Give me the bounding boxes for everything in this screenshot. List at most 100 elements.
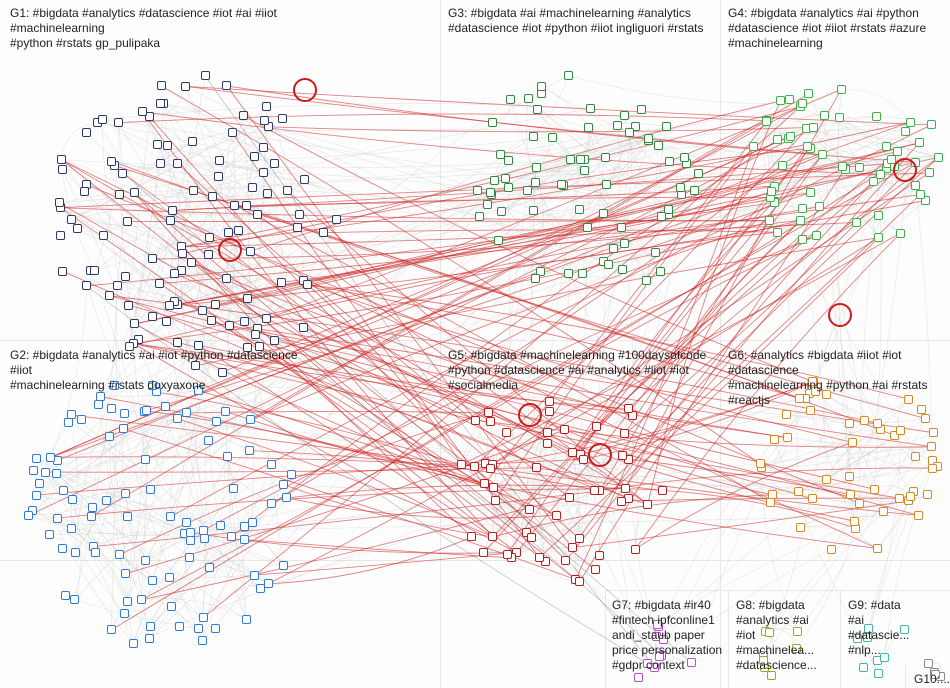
network-node [529,132,538,141]
network-node [906,118,915,127]
network-node [115,550,124,559]
network-node [532,463,541,472]
network-node [168,206,177,215]
network-node [575,577,584,586]
network-node [53,514,62,523]
network-node [620,429,629,438]
network-node [243,294,252,303]
network-node [211,624,220,633]
network-node [934,153,943,162]
network-node [583,223,592,232]
network-node [246,247,255,256]
network-node [138,107,147,116]
network-node [818,150,827,159]
network-node [303,280,312,289]
network-node [105,291,114,300]
network-node [502,428,511,437]
network-node [82,281,91,290]
network-node [242,615,251,624]
network-node [765,216,774,225]
network-node [161,402,170,411]
hub-marker [828,303,852,327]
network-node [838,162,847,171]
network-node [496,150,505,159]
network-node [113,281,122,290]
network-node [188,137,197,146]
network-node [199,613,208,622]
network-node [845,419,854,428]
network-node [141,455,150,464]
network-node [332,215,341,224]
network-node [820,111,829,120]
network-node [873,544,882,553]
network-node [293,223,302,232]
network-node [845,472,854,481]
network-node [925,168,934,177]
network-node [222,81,231,90]
group-label-g10: G10:... [910,670,950,688]
network-node [654,141,663,150]
network-node [146,622,155,631]
network-node [537,82,546,91]
network-node [557,180,566,189]
network-node [170,269,179,278]
network-node [773,135,782,144]
group-label-g5: G5: #bigdata #machinelearning #100daysof… [444,346,710,395]
network-node [803,142,812,151]
group-label-g7: G7: #bigdata #ir40 #fintech ipfconline1 … [608,596,726,675]
network-node [475,212,484,221]
network-node [644,134,653,143]
network-node [99,231,108,240]
network-node [768,490,777,499]
network-node [479,548,488,557]
network-node [604,260,613,269]
network-node [576,155,585,164]
network-node [55,198,64,207]
network-node [457,460,466,469]
network-node [662,122,671,131]
network-node [680,153,689,162]
network-node [676,183,685,192]
network-node [204,436,213,445]
network-node [609,244,618,253]
network-node [923,490,932,499]
network-node [58,544,67,553]
network-node [148,576,157,585]
network-node [896,229,905,238]
network-node [804,89,813,98]
group-label-g2: G2: #bigdata #analytics #ai #iot #python… [6,346,324,395]
network-node [148,254,157,263]
network-node [52,469,61,478]
network-node [873,419,882,428]
network-node [178,249,187,258]
network-node [129,639,138,648]
network-node [216,521,225,530]
network-node [118,169,127,178]
network-node [874,211,883,220]
network-node [876,170,885,179]
network-node [121,569,130,578]
network-node [262,102,271,111]
network-node [531,274,540,283]
network-node [545,397,554,406]
network-node [486,188,495,197]
network-node [198,636,207,645]
network-node [749,142,758,151]
network-node [165,573,174,582]
network-node [242,201,251,210]
network-node [822,475,831,484]
network-node [835,113,844,122]
network-node [815,202,824,211]
network-node [489,483,498,492]
network-node [194,624,203,633]
network-node [245,446,254,455]
network-node [543,428,552,437]
network-node [251,330,260,339]
group-label-g9: G9: #data #ai #datascie... #nlp... [844,596,913,660]
network-node [766,498,775,507]
network-node [651,248,660,257]
network-node [575,205,584,214]
network-node [568,543,577,552]
network-node [548,133,557,142]
network-node [299,323,308,332]
